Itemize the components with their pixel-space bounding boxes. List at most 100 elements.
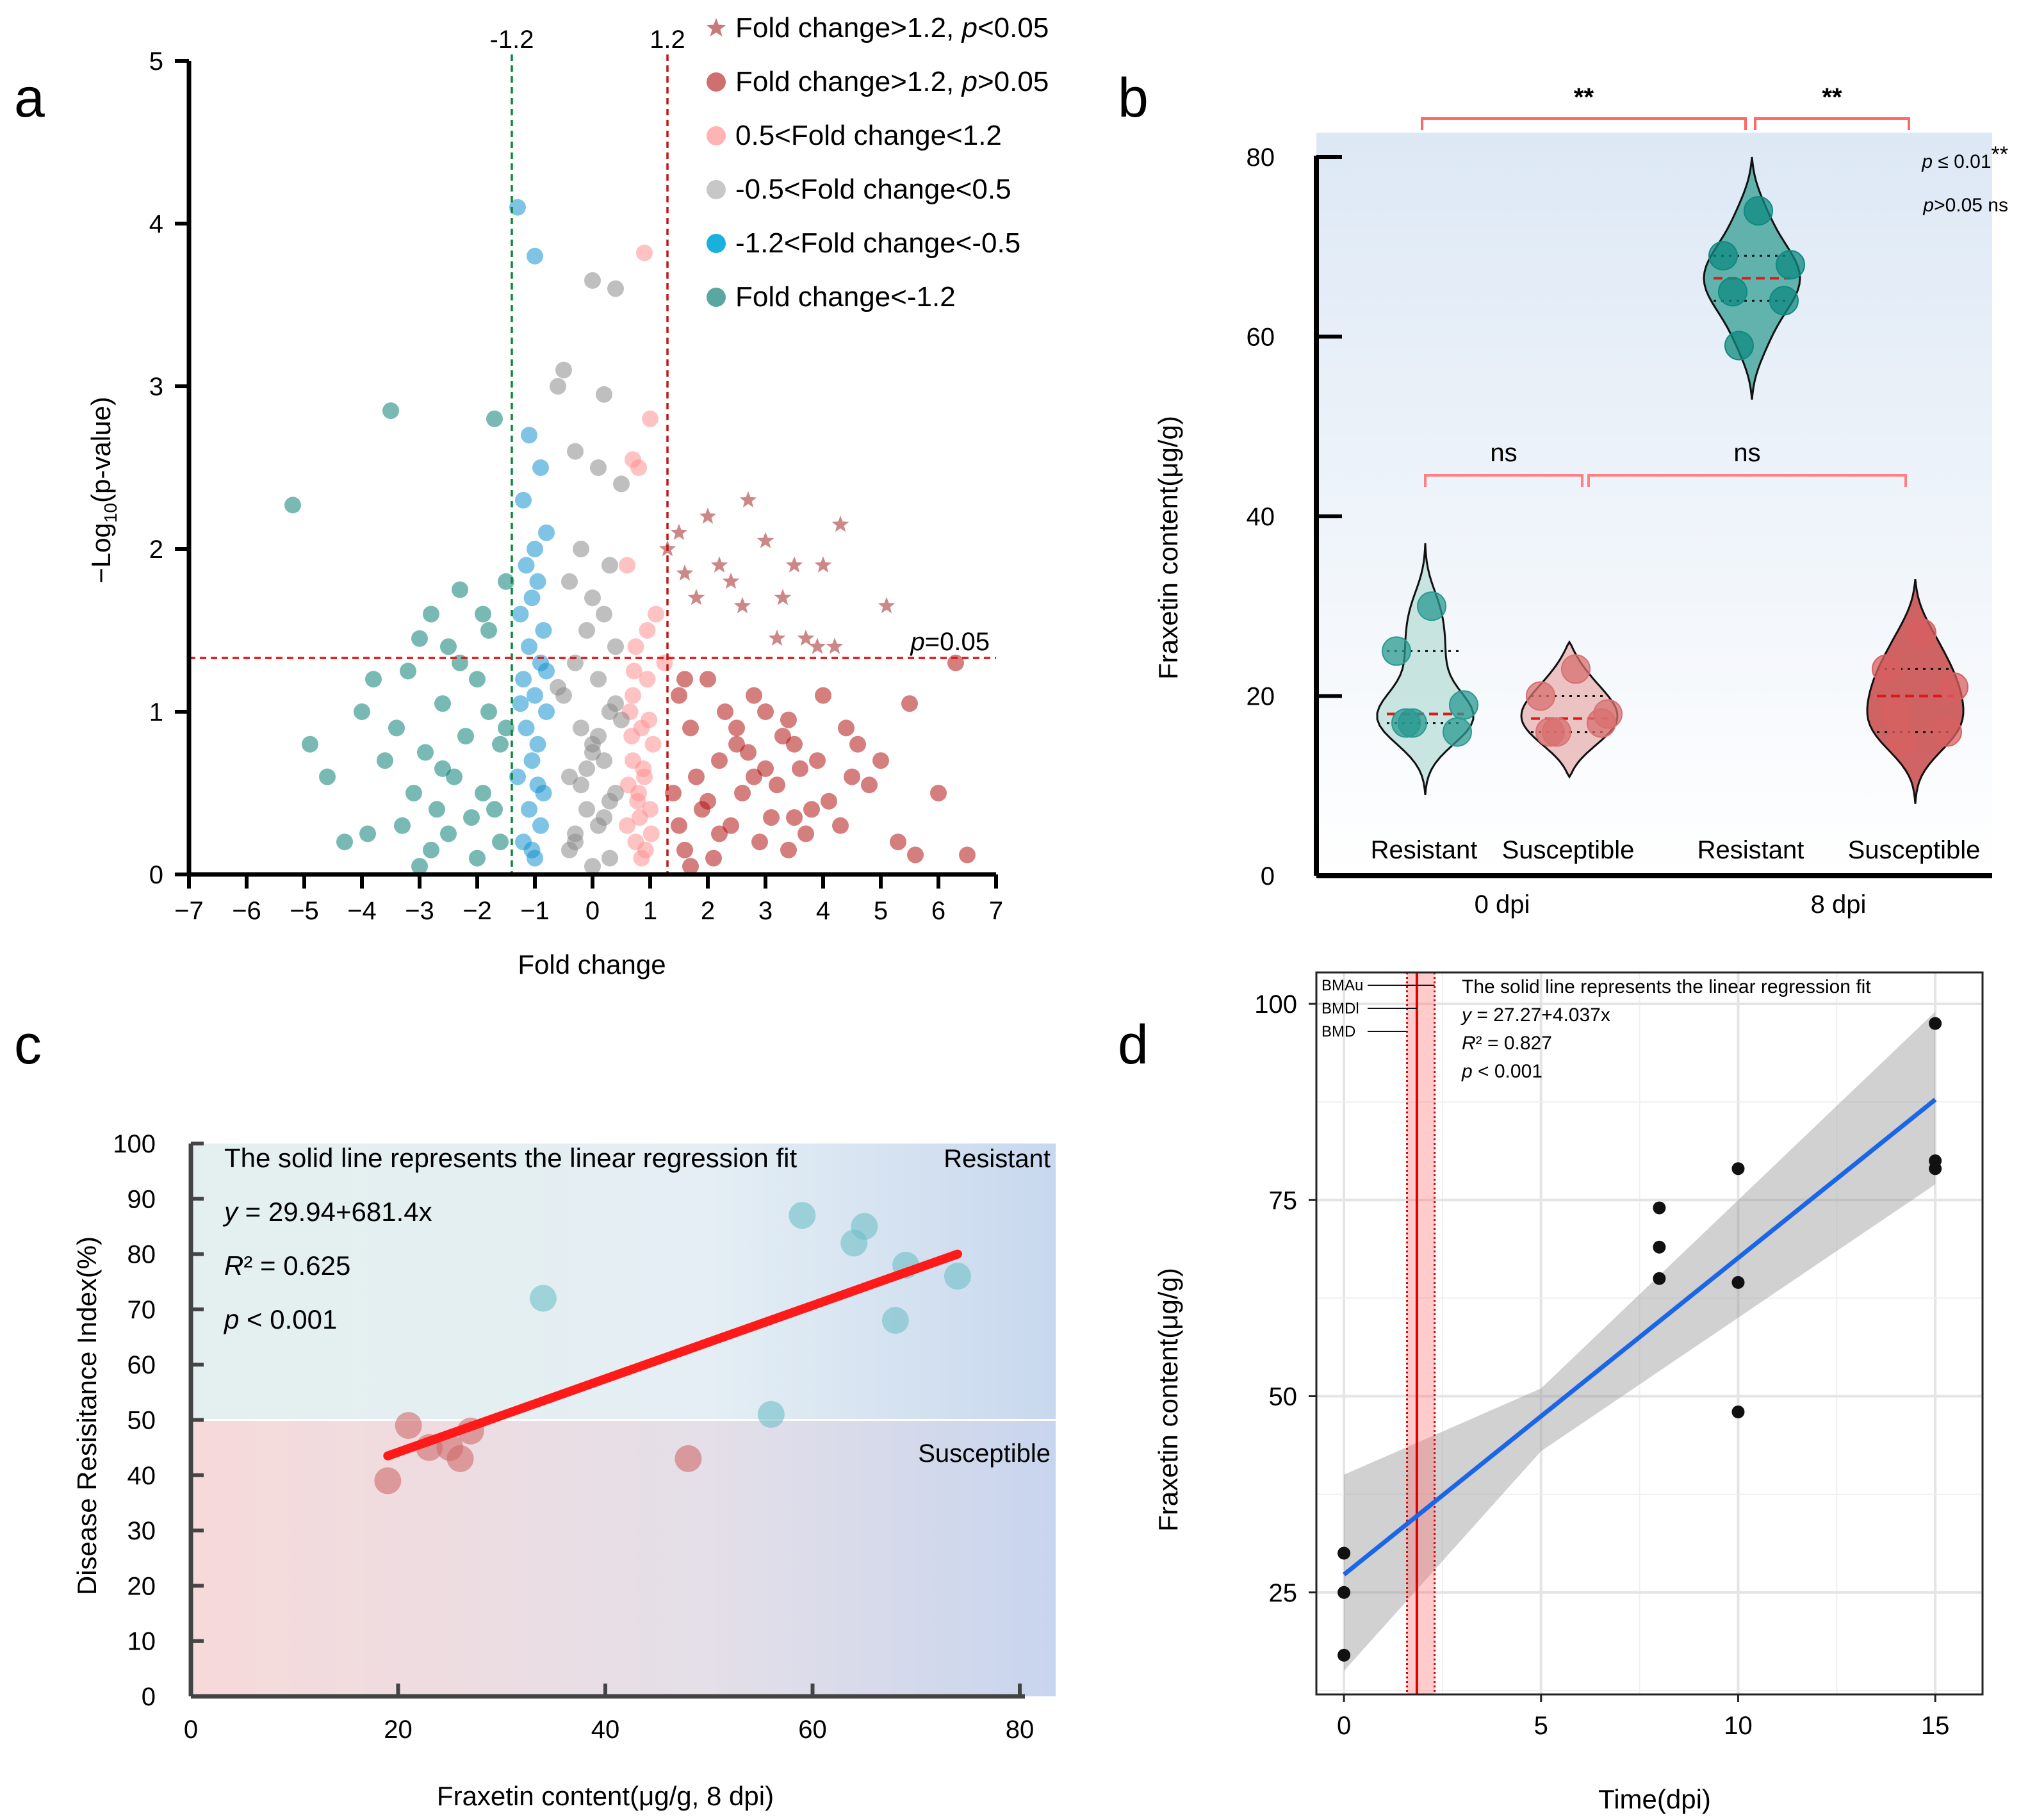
volcano-point	[521, 427, 537, 444]
volcano-point	[642, 410, 659, 427]
y-tick-label: 0	[142, 1683, 156, 1711]
fold-threshold-label: 1.2	[650, 26, 685, 54]
regression-line	[1342, 1097, 1937, 1577]
y-tick-label: 80	[127, 1241, 156, 1269]
significance-bracket	[1587, 474, 1907, 487]
volcano-point	[861, 776, 878, 794]
volcano-star-point	[774, 589, 792, 605]
plot-frame	[1315, 971, 1984, 1696]
volcano-point	[578, 801, 595, 818]
regression-annotation: p < 0.001	[1461, 1061, 1542, 1082]
volcano-point	[492, 735, 509, 753]
volcano-point	[786, 809, 803, 826]
volcano-point	[665, 785, 682, 801]
volcano-point	[469, 671, 486, 688]
volcano-point	[538, 662, 555, 680]
legend-entry-label: Fold change>1.2, p>0.05	[735, 66, 1049, 97]
scatter-point	[789, 1202, 816, 1229]
violin-point	[1888, 726, 1917, 756]
bmd-band	[1407, 972, 1435, 1694]
panel-b-y-label: Fraxetin content(μg/g)	[1153, 416, 1183, 680]
x-tick-label: 7	[989, 897, 1003, 925]
panel-d-time-regression: BMAu BMDl BMD 0 5 10 15 25 50 75 100 The solid line…	[1153, 971, 1984, 1814]
bmd-label: BMAu	[1321, 977, 1363, 994]
ns-legend-line: p>0.05 ns	[1922, 195, 2008, 216]
volcano-point	[440, 825, 457, 842]
volcano-point	[844, 768, 860, 785]
scatter-point	[757, 1400, 785, 1428]
volcano-star-point	[808, 637, 826, 654]
volcano-point	[423, 605, 439, 623]
x-tick-label: −1	[520, 897, 550, 925]
volcano-point	[711, 752, 728, 769]
volcano-point	[382, 402, 399, 420]
volcano-point	[601, 849, 618, 867]
y-tick-label: 3	[149, 373, 163, 401]
volcano-point	[641, 711, 658, 728]
volcano-point	[751, 833, 768, 851]
volcano-star-point	[768, 629, 786, 646]
volcano-point	[429, 801, 445, 818]
volcano-point	[512, 605, 529, 623]
x-tick-label: 80	[1006, 1716, 1035, 1744]
panel-c-content: 0 20 40 60 80 0 10 20 30 40 50 60 70 80 90 100 The solid…	[113, 1130, 1056, 1744]
volcano-point	[561, 841, 578, 858]
volcano-point	[532, 817, 549, 834]
volcano-point	[601, 557, 618, 574]
x-tick-label: −4	[347, 897, 377, 925]
volcano-point	[607, 280, 624, 297]
volcano-point	[803, 801, 820, 818]
category-label: Susceptible	[1502, 836, 1635, 864]
volcano-star-point	[676, 564, 694, 581]
legend-circle-swatch	[707, 72, 726, 92]
volcano-point	[890, 833, 906, 851]
volcano-point	[535, 622, 552, 639]
category-label: Susceptible	[1848, 836, 1981, 864]
volcano-star-point	[739, 491, 757, 508]
volcano-point	[590, 728, 607, 745]
x-tick-label: 60	[798, 1716, 827, 1744]
y-tick-label: 1	[149, 698, 163, 726]
scatter-point	[529, 1284, 557, 1312]
data-point	[1731, 1162, 1745, 1176]
violin-point	[1561, 654, 1591, 684]
volcano-point	[532, 459, 549, 476]
x-tick-label: 2	[701, 897, 715, 925]
volcano-point	[639, 671, 656, 688]
volcano-point	[584, 272, 601, 289]
panel-label-c: c	[14, 1014, 42, 1076]
volcano-point	[498, 719, 514, 737]
volcano-point	[607, 695, 624, 712]
x-tick-label: 3	[758, 897, 773, 925]
volcano-point	[907, 846, 924, 864]
regression-annotation: y = 29.94+681.4x	[222, 1197, 432, 1227]
volcano-point	[523, 841, 541, 858]
volcano-point	[631, 809, 648, 826]
y-tick-label: 100	[113, 1130, 156, 1158]
volcano-point	[596, 809, 612, 826]
x-tick-label: 10	[1724, 1712, 1753, 1740]
violin-point	[1872, 654, 1901, 684]
volcano-point	[492, 833, 509, 851]
significance-bracket	[1754, 117, 1910, 130]
volcano-point	[578, 760, 595, 777]
volcano-point	[538, 524, 555, 541]
bmd-label: BMD	[1321, 1023, 1355, 1040]
panel-a-x-label: Fold change	[518, 949, 666, 980]
y-tick-label: 75	[1269, 1186, 1298, 1215]
panel-label-a: a	[14, 67, 45, 129]
volcano-point	[780, 711, 797, 728]
volcano-point	[509, 199, 526, 216]
volcano-point	[527, 247, 543, 265]
y-tick-label: 20	[127, 1572, 156, 1600]
y-tick-label: 5	[149, 47, 163, 76]
volcano-point	[411, 858, 428, 875]
legend-entry-label: -0.5<Fold change<0.5	[735, 174, 1011, 205]
volcano-point	[377, 752, 393, 769]
significance-label: ns	[1733, 439, 1760, 467]
volcano-point	[596, 752, 612, 769]
y-tick-label: 10	[127, 1628, 156, 1656]
category-label: Resistant	[1371, 836, 1478, 864]
